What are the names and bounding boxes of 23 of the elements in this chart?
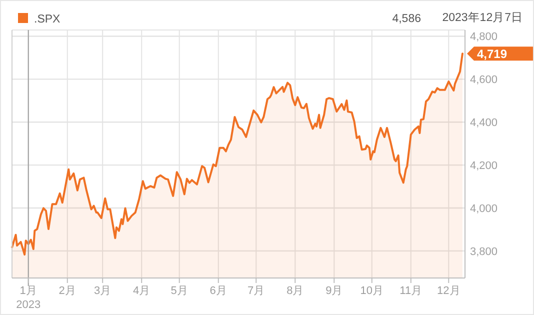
x-tick-label: 12月: [437, 285, 460, 297]
x-tick-label: 10月: [360, 285, 384, 297]
text: 4,586: [392, 13, 421, 25]
x-tick-label: 1月: [20, 285, 37, 297]
y-tick-label: 4,200: [470, 160, 498, 172]
x-tick-label: 8月: [286, 285, 304, 297]
text: 2023年12月7日: [442, 11, 523, 24]
x-tick-label: 11月: [400, 285, 422, 297]
y-tick-label: 3,800: [470, 246, 498, 258]
text: 2023: [16, 299, 41, 311]
x-tick-label: 3月: [94, 285, 112, 297]
y-tick-label: 4,600: [470, 74, 498, 86]
x-tick-label: 9月: [326, 285, 343, 297]
data-label: 4,719: [477, 47, 508, 62]
x-tick-label: 4月: [133, 285, 150, 297]
y-tick-label: 4,000: [470, 203, 498, 215]
x-tick-label: 7月: [248, 285, 265, 297]
y-tick-label: 4,800: [470, 31, 498, 44]
x-tick-label: 2月: [58, 285, 76, 297]
y-tick-label: 4,400: [470, 117, 498, 130]
x-tick-label: 5月: [170, 285, 188, 297]
legend-label: .SPX: [34, 14, 61, 26]
x-tick-label: 6月: [210, 285, 227, 297]
